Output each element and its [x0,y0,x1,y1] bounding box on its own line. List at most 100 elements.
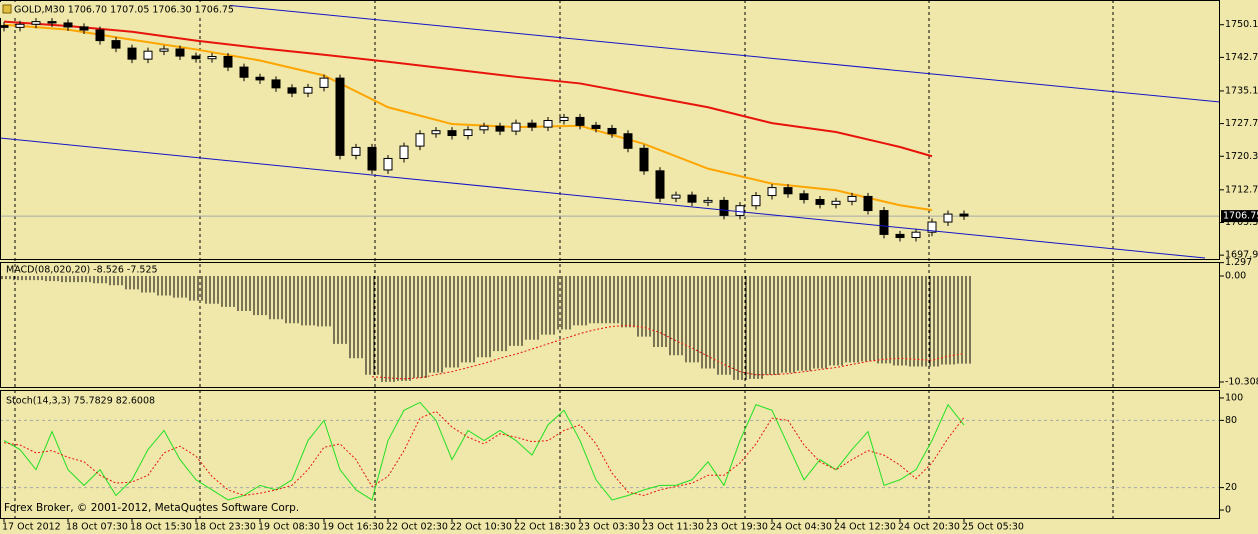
candle-body [959,213,969,217]
plot-layers [0,18,1220,501]
candle-body [831,200,841,205]
candle-body [943,213,953,223]
stoch-title: Stoch(14,3,3) 75.7829 82.6008 [6,396,155,407]
candle-body [287,87,297,94]
candle-body [767,187,777,197]
candle-body [127,47,137,60]
candle-body [447,130,457,137]
stoch-panel-frame [0,390,1220,519]
candle-body [639,147,649,172]
candle-body [111,40,121,49]
candle-body [751,195,761,207]
channel-line [204,2,1221,103]
candle-body [623,133,633,149]
y-tick-label: 1697.90 [1225,250,1258,261]
candle-body [655,170,665,199]
y-tick-label: 1705.30 [1225,217,1258,228]
x-tick-label: 23 Oct 03:30 [578,522,640,533]
candle-body [735,205,745,216]
candle-body [703,199,713,203]
candle-body [79,26,89,31]
x-tick-label: 18 Oct 15:30 [130,522,192,533]
stoch-line [3,410,965,496]
candle-body [351,146,361,156]
price-title: GOLD,M30 1706.70 1707.05 1706.30 1706.75 [14,5,234,16]
candle-body [319,77,329,88]
last-price-box [1221,210,1258,223]
x-tick-label: 22 Oct 02:30 [386,522,448,533]
y-tick-label: -10.308 [1225,377,1258,388]
candle-body [223,56,233,68]
candle-body [383,157,393,171]
candle-body [95,29,105,42]
candle-body [191,55,201,60]
x-tick-label: 25 Oct 05:30 [962,522,1024,533]
candle-body [511,122,521,132]
channel-line [0,137,1206,259]
candle-body [895,233,905,238]
macd-title: MACD(08,020,20) -8.526 -7.525 [6,265,158,276]
y-tick-label: 100 [1225,392,1243,403]
candle-body [271,79,281,89]
y-tick-label: 20 [1225,482,1237,493]
macd-panel-frame [0,262,1220,388]
y-tick-label: 1742.70 [1225,52,1258,63]
x-tick-label: 19 Oct 08:30 [258,522,320,533]
last-price-label: 1706.75 [1223,211,1258,222]
candle-body [431,130,441,135]
y-tick-label: 1.297 [1225,257,1252,268]
y-tick-label: 1735.10 [1225,85,1258,96]
candle-body [559,116,569,122]
candle-body [143,50,153,60]
candle-body [575,116,585,126]
candle-body [783,187,793,195]
candle-body [527,122,537,128]
candle-body [815,199,825,205]
panel-frames [0,0,1220,519]
candle-body [63,22,73,28]
candle-body [47,21,57,24]
title-backdrop [0,2,230,18]
y-tick-label: 1712.70 [1225,184,1258,195]
candle-body [175,48,185,57]
candle-body [463,129,473,137]
candle-body [847,195,857,202]
moving-average [3,20,933,158]
candle-body [255,76,265,81]
candle-body [607,127,617,135]
candle-body [0,25,9,28]
x-tick-label: 18 Oct 23:30 [194,522,256,533]
candle-body [415,133,425,147]
x-tick-label: 23 Oct 11:30 [642,522,704,533]
candle-body [799,193,809,201]
stoch-line [3,401,965,501]
x-tick-label: 24 Oct 04:30 [770,522,832,533]
candle-body [303,86,313,94]
y-tick-label: 1750.10 [1225,19,1258,30]
candle-body [911,231,921,238]
candle-body [863,195,873,212]
candle-body [367,146,377,171]
y-tick-label: 80 [1225,415,1237,426]
candle-body [399,145,409,159]
candle-body [719,199,729,216]
x-tick-label: 18 Oct 07:30 [66,522,128,533]
x-tick-label: 22 Oct 10:30 [450,522,512,533]
candle-body [591,124,601,129]
x-tick-label: 17 Oct 2012 [2,522,61,533]
symbol-icon [2,4,12,14]
y-tick-label: 0 [1225,505,1231,516]
candle-body [927,221,937,233]
candle-body [543,120,553,128]
x-tick-label: 23 Oct 19:30 [706,522,768,533]
candle-body [671,194,681,199]
y-tick-label: 1720.30 [1225,151,1258,162]
x-tick-label: 22 Oct 18:30 [514,522,576,533]
x-tick-label: 24 Oct 12:30 [834,522,896,533]
candle-body [687,194,697,203]
y-tick-label: 0.00 [1225,270,1246,281]
candle-body [31,21,41,25]
candle-body [495,125,505,132]
